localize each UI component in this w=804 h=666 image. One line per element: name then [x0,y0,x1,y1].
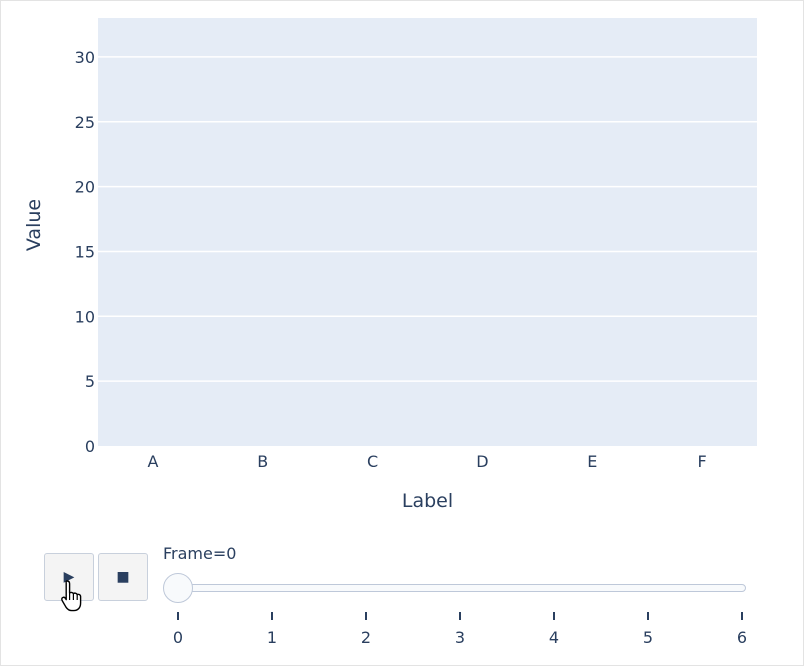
stop-icon: ■ [116,569,130,585]
plot-area [98,18,757,446]
y-tick-label: 10 [75,307,95,326]
slider-step-tick [741,612,743,620]
x-tick-label: C [367,452,378,471]
slider-step-label[interactable]: 5 [642,628,654,647]
slider-step-label[interactable]: 3 [454,628,466,647]
slider-handle[interactable] [163,573,193,603]
slider-step-label[interactable]: 1 [266,628,278,647]
x-tick-label: D [476,452,488,471]
x-tick-label: E [587,452,597,471]
slider-step-tick [177,612,179,620]
slider-prefix: Frame= [163,544,227,563]
stop-button[interactable]: ■ [98,553,148,601]
y-tick-label: 20 [75,178,95,197]
y-tick-label: 15 [75,242,95,261]
y-tick-label: 25 [75,113,95,132]
bar-chart: 0 5 10 15 20 25 30 A B C D E F Label Value [23,18,757,512]
slider-step-label[interactable]: 6 [736,628,748,647]
gridlines [98,56,757,382]
slider-step-label[interactable]: 0 [172,628,184,647]
slider-current-value-label: Frame=0 [163,544,236,563]
slider-step-tick [553,612,555,620]
slider-step-label[interactable]: 4 [548,628,560,647]
slider-step-label[interactable]: 2 [360,628,372,647]
slider-step-tick [271,612,273,620]
x-tick-label: F [697,452,706,471]
y-tick-label: 0 [85,437,95,456]
slider-step-tick [365,612,367,620]
y-axis-title: Value [23,199,45,251]
slider-step-tick [459,612,461,620]
slider-step-tick [647,612,649,620]
slider-current-value: 0 [226,544,237,563]
play-button[interactable]: ▶ [44,553,94,601]
play-icon: ▶ [63,569,75,585]
x-axis-ticks: A B C D E F [147,452,706,471]
x-tick-label: A [147,452,158,471]
x-axis-title: Label [402,490,453,512]
x-tick-label: B [257,452,268,471]
y-axis-ticks: 0 5 10 15 20 25 30 [75,48,95,456]
y-tick-label: 30 [75,48,95,67]
y-tick-label: 5 [85,372,95,391]
slider-rail[interactable] [176,584,746,592]
